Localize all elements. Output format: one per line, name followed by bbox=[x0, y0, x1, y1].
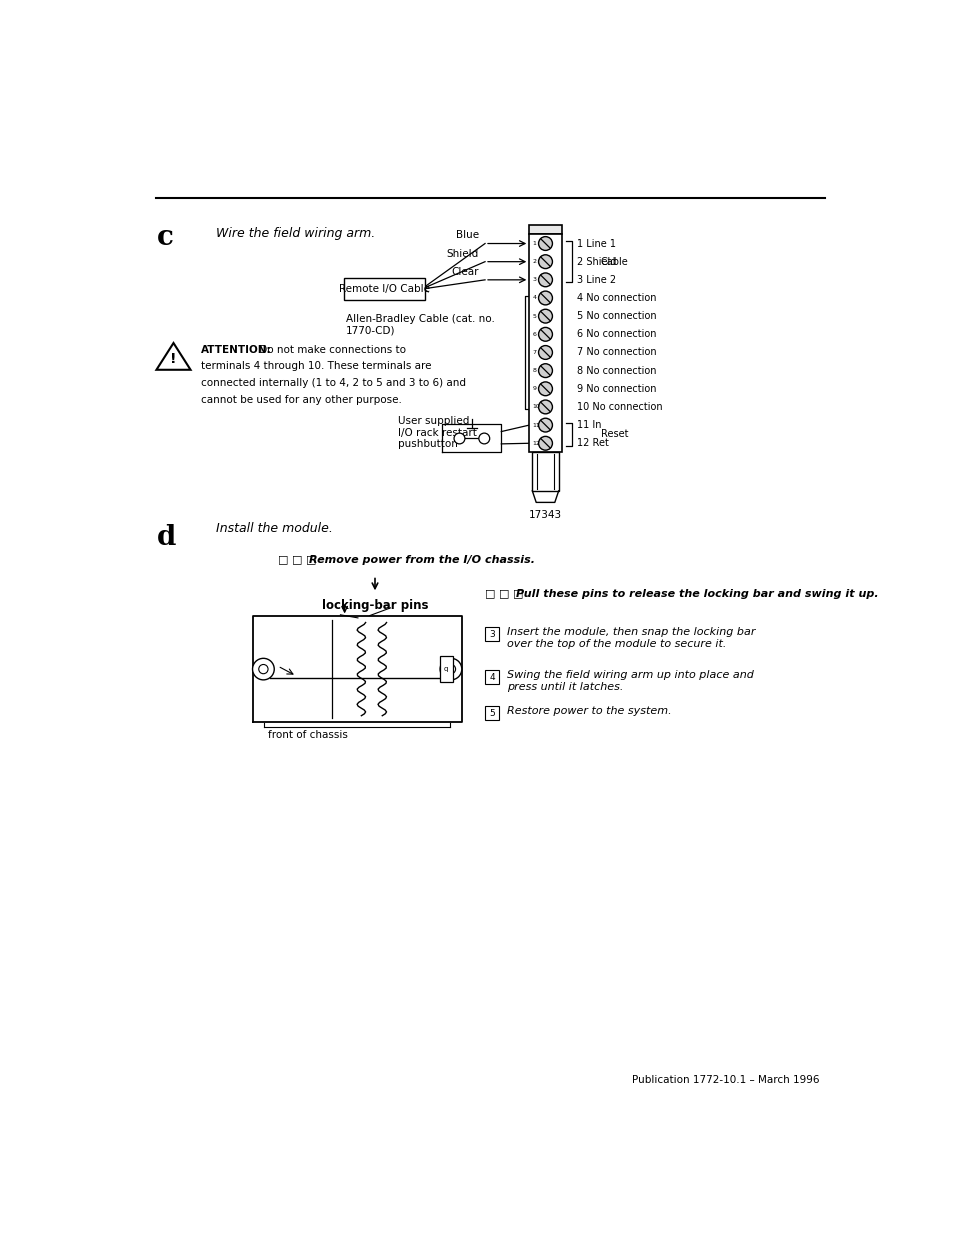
Circle shape bbox=[538, 291, 552, 305]
Text: □ □ □: □ □ □ bbox=[484, 589, 523, 599]
Circle shape bbox=[538, 382, 552, 395]
Circle shape bbox=[538, 346, 552, 359]
Circle shape bbox=[538, 364, 552, 378]
Circle shape bbox=[538, 436, 552, 451]
Text: 11 In: 11 In bbox=[577, 420, 601, 430]
Text: 4: 4 bbox=[532, 295, 536, 300]
Bar bbox=[484, 706, 498, 720]
Text: c: c bbox=[156, 224, 173, 251]
Text: q: q bbox=[444, 666, 448, 672]
Text: terminals 4 through 10. These terminals are: terminals 4 through 10. These terminals … bbox=[201, 362, 432, 372]
Text: Clear: Clear bbox=[451, 267, 478, 277]
Bar bbox=[529, 225, 561, 235]
Text: Remove power from the I/O chassis.: Remove power from the I/O chassis. bbox=[309, 555, 535, 564]
Text: ATTENTION:: ATTENTION: bbox=[201, 345, 272, 354]
Text: 2: 2 bbox=[532, 259, 536, 264]
Text: Allen-Bradley Cable (cat. no.
1770-CD): Allen-Bradley Cable (cat. no. 1770-CD) bbox=[345, 314, 494, 336]
Text: 12: 12 bbox=[532, 441, 539, 446]
Text: Remote I/O Cable: Remote I/O Cable bbox=[339, 284, 430, 294]
Text: connected internally (1 to 4, 2 to 5 and 3 to 6) and: connected internally (1 to 4, 2 to 5 and… bbox=[201, 378, 466, 389]
Circle shape bbox=[258, 664, 268, 674]
Text: Do not make connections to: Do not make connections to bbox=[255, 345, 405, 354]
Text: 1: 1 bbox=[532, 241, 536, 246]
Text: Blue: Blue bbox=[456, 231, 478, 241]
Circle shape bbox=[439, 658, 461, 680]
Text: Pull these pins to release the locking bar and swing it up.: Pull these pins to release the locking b… bbox=[516, 589, 878, 599]
Text: 3: 3 bbox=[532, 278, 536, 283]
Text: 4 No connection: 4 No connection bbox=[577, 293, 656, 303]
Text: Publication 1772-10.1 – March 1996: Publication 1772-10.1 – March 1996 bbox=[632, 1076, 819, 1086]
Text: 5: 5 bbox=[489, 709, 495, 718]
Circle shape bbox=[538, 327, 552, 341]
Circle shape bbox=[478, 433, 489, 443]
Text: Reset: Reset bbox=[599, 430, 627, 440]
Circle shape bbox=[538, 400, 552, 414]
Circle shape bbox=[454, 433, 464, 443]
Bar bbox=[439, 657, 452, 682]
Circle shape bbox=[538, 254, 552, 268]
Text: 8: 8 bbox=[532, 368, 536, 373]
Text: 5 No connection: 5 No connection bbox=[577, 311, 657, 321]
Bar bbox=[484, 671, 498, 684]
Bar bbox=[344, 278, 425, 300]
Text: Wire the field wiring arm.: Wire the field wiring arm. bbox=[216, 227, 375, 240]
Text: Cable: Cable bbox=[599, 257, 628, 267]
Text: 6: 6 bbox=[532, 332, 536, 337]
Circle shape bbox=[538, 419, 552, 432]
Text: Shield: Shield bbox=[446, 248, 478, 258]
Text: 9 No connection: 9 No connection bbox=[577, 384, 656, 394]
Text: 3: 3 bbox=[489, 630, 495, 638]
Text: front of chassis: front of chassis bbox=[268, 730, 348, 740]
Text: Install the module.: Install the module. bbox=[216, 522, 333, 536]
Text: 17343: 17343 bbox=[529, 510, 561, 520]
Text: Insert the module, then snap the locking bar
over the top of the module to secur: Insert the module, then snap the locking… bbox=[506, 627, 755, 648]
Text: 7: 7 bbox=[532, 350, 536, 354]
Text: 10 No connection: 10 No connection bbox=[577, 401, 662, 412]
Text: Swing the field wiring arm up into place and
press until it latches.: Swing the field wiring arm up into place… bbox=[506, 671, 753, 692]
Circle shape bbox=[538, 273, 552, 287]
Text: 12 Ret: 12 Ret bbox=[577, 438, 609, 448]
Text: User supplied
I/O rack restart
pushbutton: User supplied I/O rack restart pushbutto… bbox=[397, 416, 476, 450]
Bar bbox=[484, 627, 498, 641]
Text: d: d bbox=[156, 524, 175, 551]
Text: 2 Shield: 2 Shield bbox=[577, 257, 616, 267]
Text: □ □ □: □ □ □ bbox=[278, 555, 316, 564]
Circle shape bbox=[538, 309, 552, 324]
Text: 7 No connection: 7 No connection bbox=[577, 347, 657, 357]
Text: 6 No connection: 6 No connection bbox=[577, 330, 656, 340]
Bar bbox=[529, 235, 561, 452]
Text: 5: 5 bbox=[532, 314, 536, 319]
Circle shape bbox=[253, 658, 274, 680]
Text: 1 Line 1: 1 Line 1 bbox=[577, 238, 616, 248]
Circle shape bbox=[538, 237, 552, 251]
Bar bbox=[532, 452, 558, 490]
Text: 4: 4 bbox=[489, 673, 495, 682]
Text: !: ! bbox=[170, 352, 176, 366]
Text: 9: 9 bbox=[532, 387, 536, 391]
Text: 11: 11 bbox=[532, 422, 539, 427]
Text: locking-bar pins: locking-bar pins bbox=[321, 599, 428, 611]
Text: 3 Line 2: 3 Line 2 bbox=[577, 275, 616, 285]
Circle shape bbox=[446, 664, 456, 674]
Text: Restore power to the system.: Restore power to the system. bbox=[506, 706, 671, 716]
Text: 8 No connection: 8 No connection bbox=[577, 366, 656, 375]
Text: 10: 10 bbox=[532, 404, 539, 410]
Text: cannot be used for any other purpose.: cannot be used for any other purpose. bbox=[201, 395, 402, 405]
Polygon shape bbox=[156, 343, 191, 369]
